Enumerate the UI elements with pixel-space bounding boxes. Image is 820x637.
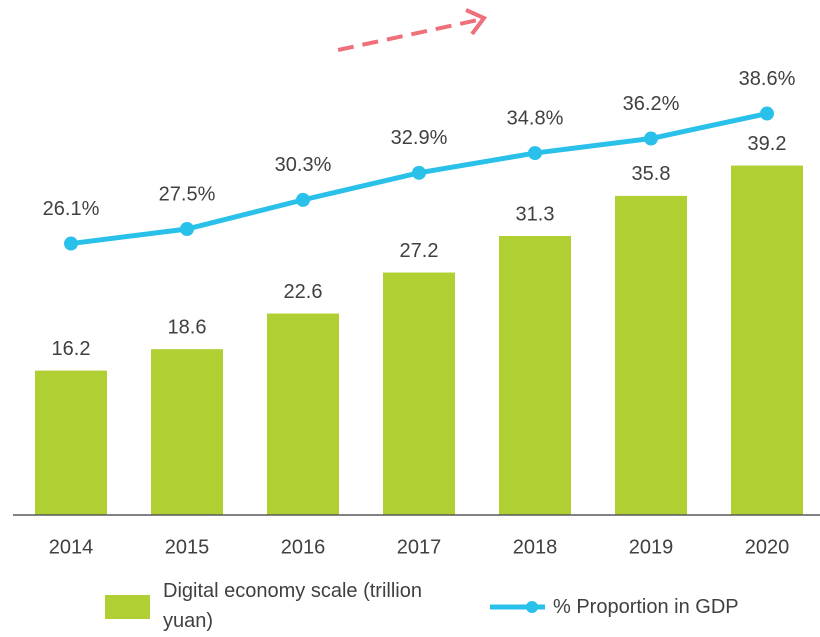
- bar: [731, 165, 803, 515]
- data-label: 36.2%: [623, 93, 680, 115]
- data-label: 35.8: [632, 163, 671, 185]
- data-label: 27.2: [400, 240, 439, 262]
- data-label: 31.3: [516, 203, 555, 225]
- arrow-shaft: [337, 18, 479, 52]
- line-point: [180, 222, 194, 236]
- data-label: 18.6: [168, 316, 207, 338]
- x-tick-label: 2014: [49, 536, 94, 558]
- x-tick-label: 2015: [165, 536, 210, 558]
- data-label: 30.3%: [275, 154, 332, 176]
- legend-label: % Proportion in GDP: [553, 596, 739, 618]
- x-tick-label: 2017: [397, 536, 442, 558]
- legend-swatch: [105, 595, 150, 619]
- data-label: 32.9%: [391, 127, 448, 149]
- bar: [35, 370, 107, 515]
- x-tick-label: 2020: [745, 536, 790, 558]
- data-label: 27.5%: [159, 183, 216, 205]
- line-point: [528, 146, 542, 161]
- data-label: 22.6: [284, 281, 323, 303]
- x-tick-label: 2016: [281, 536, 326, 558]
- line-point: [760, 106, 774, 121]
- bar: [267, 313, 339, 515]
- decorative-arrow: [337, 8, 488, 52]
- line-point: [296, 192, 310, 207]
- line-point: [64, 236, 78, 251]
- data-label: 26.1%: [43, 198, 100, 220]
- arrow-head: [465, 8, 488, 36]
- legend-marker: [526, 601, 538, 613]
- data-label: 16.2: [52, 338, 91, 360]
- bar: [383, 272, 455, 515]
- data-label: 38.6%: [739, 68, 796, 90]
- legend-label: Digital economy scale (trillion yuan): [163, 580, 422, 632]
- data-label: 39.2: [748, 133, 787, 155]
- line-point: [644, 131, 658, 146]
- x-tick-label: 2018: [513, 536, 558, 558]
- x-tick-label: 2019: [629, 536, 674, 558]
- data-label: 34.8%: [507, 107, 564, 129]
- line-point: [412, 165, 426, 180]
- bar: [151, 349, 223, 515]
- bar: [615, 195, 687, 515]
- bar: [499, 235, 571, 516]
